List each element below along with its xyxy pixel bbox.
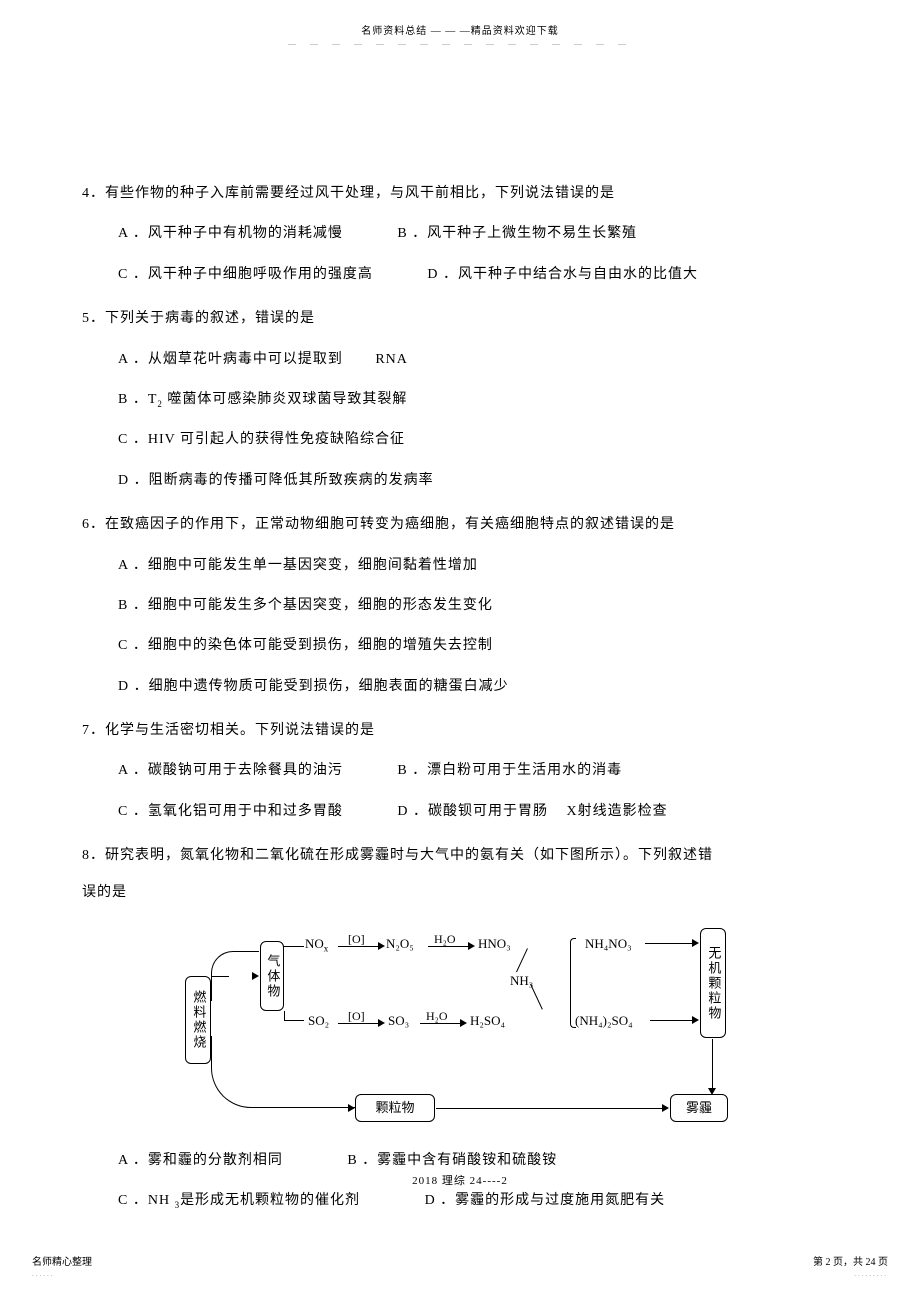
q8-stem: 8．研究表明，氮氧化物和二氧化硫在形成雾霾时与大气中的氨有关（如下图所示）。下列… — [82, 845, 838, 867]
dg-n2o5: N₂O₅ — [386, 934, 414, 955]
q4-c: C ．风干种子中细胞呼吸作用的强度高 — [118, 267, 373, 282]
footer-right: 第 2 页，共 24 页 — [813, 1253, 888, 1268]
q8-stem2: 误的是 — [82, 882, 838, 904]
q4-row2: C ．风干种子中细胞呼吸作用的强度高 D ．风干种子中结合水与自由水的比值大 — [82, 264, 838, 286]
dg-h2o1: H₂O — [434, 930, 456, 949]
doc-header: 名师资料总结 — — —精品资料欢迎下载 — [0, 0, 920, 37]
q7-stem: 7．化学与生活密切相关。下列说法错误的是 — [82, 720, 838, 742]
q5-b: B ．T2 噬菌体可感染肺炎双球菌导致其裂解 — [118, 392, 407, 407]
dg-nh4no3: NH₄NO₃ — [585, 934, 632, 955]
q5-a-row: A ．从烟草花叶病毒中可以提取到 RNA — [82, 349, 838, 371]
q4-d: D ．风干种子中结合水与自由水的比值大 — [427, 267, 698, 282]
dg-particle-box: 颗粒物 — [355, 1094, 435, 1122]
doc-header-sub: — — — — — — — — — — — — — — — — — [0, 39, 920, 48]
dg-so3: SO₃ — [388, 1011, 409, 1032]
dg-nox: NOx — [305, 934, 328, 956]
dg-o1: [O] — [348, 930, 365, 949]
q8-b: B ．雾霾中含有硝酸铵和硫酸铵 — [347, 1153, 557, 1168]
q7-a: A ．碳酸钠可用于去除餐具的油污 — [118, 763, 343, 778]
dg-haze-box: 雾霾 — [670, 1094, 728, 1122]
q4-b: B ．风干种子上微生物不易生长繁殖 — [397, 226, 637, 241]
q7-d: D ．碳酸钡可用于胃肠 — [397, 804, 548, 819]
q5-b-row: B ．T2 噬菌体可感染肺炎双球菌导致其裂解 — [82, 389, 838, 411]
q4-stem: 4．有些作物的种子入库前需要经过风干处理，与风干前相比，下列说法错误的是 — [82, 183, 838, 205]
q7-row2: C ．氢氧化铝可用于中和过多胃酸 D ．碳酸钡可用于胃肠 X射线造影检查 — [82, 801, 838, 823]
q4-row1: A ．风干种子中有机物的消耗减慢 B ．风干种子上微生物不易生长繁殖 — [82, 223, 838, 245]
dg-hno3: HNO₃ — [478, 934, 511, 955]
q8-a: A ．雾和霾的分散剂相同 — [118, 1153, 283, 1168]
footer-pageinfo: 2018 理综 24----2 — [0, 1172, 920, 1188]
dg-so2: SO₂ — [308, 1011, 329, 1032]
dg-nh4so4: (NH₄)₂SO₄ — [575, 1011, 633, 1032]
dg-gas-box: 气体物 — [260, 941, 284, 1011]
footer-right-sub: ......... — [854, 1270, 888, 1278]
q6-c: C ．细胞中的染色体可能受到损伤，细胞的增殖失去控制 — [82, 635, 838, 657]
q8-d: D ．雾霾的形成与过度施用氮肥有关 — [425, 1193, 666, 1208]
q7-b: B ．漂白粉可用于生活用水的消毒 — [397, 763, 622, 778]
q8-row1: A ．雾和霾的分散剂相同 B ．雾霾中含有硝酸铵和硫酸铵 — [82, 1150, 838, 1172]
dg-fuel-box: 燃料燃烧 — [185, 976, 211, 1064]
q6-a: A ．细胞中可能发生单一基因突变，细胞间黏着性增加 — [82, 555, 838, 577]
q5-d-row: D ．阻断病毒的传播可降低其所致疾病的发病率 — [82, 470, 838, 492]
q7-d2: X射线造影检查 — [566, 804, 667, 819]
q8-row2: C ．NH 3是形成无机颗粒物的催化剂 D ．雾霾的形成与过度施用氮肥有关 — [82, 1190, 838, 1212]
q5-a-rna: RNA — [375, 352, 408, 367]
q6-d: D ．细胞中遗传物质可能受到损伤，细胞表面的糖蛋白减少 — [82, 676, 838, 698]
footer-left: 名师精心整理 — [32, 1253, 92, 1268]
footer-left-sub: ...... — [32, 1270, 55, 1278]
q5-stem: 5．下列关于病毒的叙述，错误的是 — [82, 308, 838, 330]
q7-c: C ．氢氧化铝可用于中和过多胃酸 — [118, 804, 343, 819]
dg-h2o2: H₂O — [426, 1007, 448, 1026]
q8-c: C ．NH 3是形成无机颗粒物的催化剂 — [118, 1193, 360, 1208]
q4-a: A ．风干种子中有机物的消耗减慢 — [118, 226, 343, 241]
dg-nh3: NH₃ — [510, 971, 533, 992]
dg-o2: [O] — [348, 1007, 365, 1026]
q5-c-row: C ．HIV 可引起人的获得性免疫缺陷综合征 — [82, 429, 838, 451]
document-body: 4．有些作物的种子入库前需要经过风干处理，与风干前相比，下列说法错误的是 A ．… — [0, 48, 920, 1213]
q6-stem: 6．在致癌因子的作用下，正常动物细胞可转变为癌细胞，有关癌细胞特点的叙述错误的是 — [82, 514, 838, 536]
q7-row1: A ．碳酸钠可用于去除餐具的油污 B ．漂白粉可用于生活用水的消毒 — [82, 760, 838, 782]
dg-h2so4: H₂SO₄ — [470, 1011, 505, 1032]
q6-b: B ．细胞中可能发生多个基因突变，细胞的形态发生变化 — [82, 595, 838, 617]
dg-inorg-box: 无机颗粒物 — [700, 928, 726, 1038]
q8-diagram: 燃料燃烧 气体物 无机颗粒物 颗粒物 雾霾 NOx [O] N₂O₅ H₂O H… — [180, 916, 740, 1136]
q5-a: A ．从烟草花叶病毒中可以提取到 — [118, 352, 343, 367]
